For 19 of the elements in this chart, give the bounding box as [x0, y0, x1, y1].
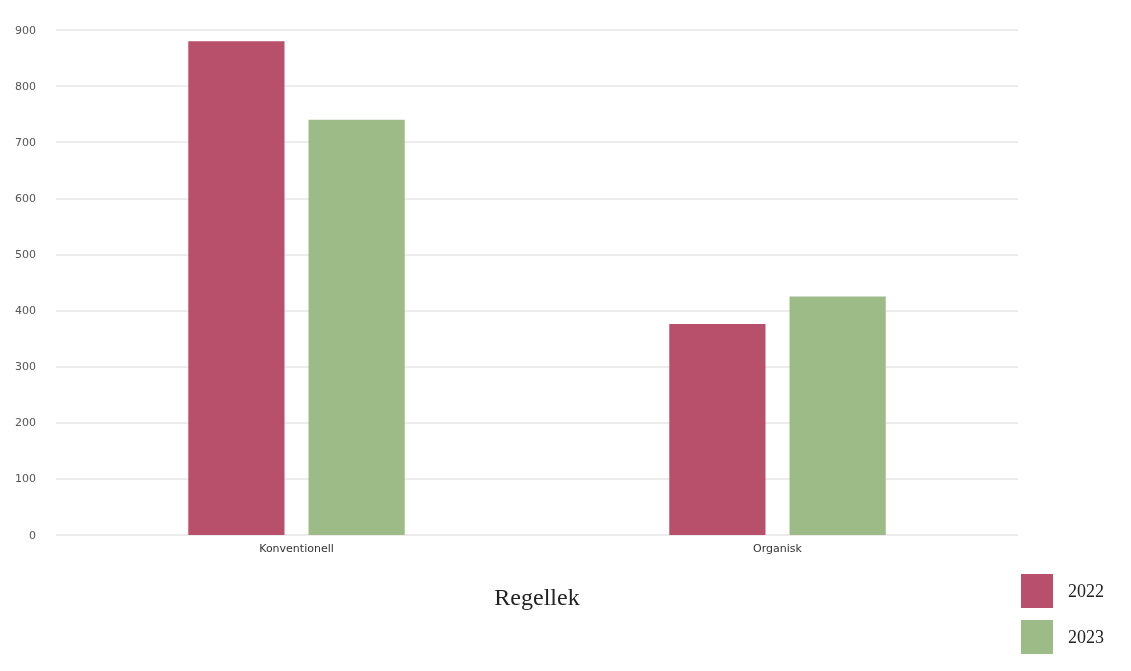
y-tick-label: 0 — [29, 528, 36, 542]
x-axis-title: Regellek — [494, 584, 580, 610]
bar — [669, 324, 766, 535]
y-tick-label: 700 — [15, 135, 36, 149]
y-tick-label: 800 — [15, 79, 36, 93]
bar — [188, 41, 285, 535]
legend-label: 2022 — [1068, 581, 1104, 601]
bar — [308, 119, 405, 535]
y-tick-label: 200 — [15, 416, 36, 430]
y-tick-label: 300 — [15, 360, 36, 374]
y-tick-label: 400 — [15, 304, 36, 318]
y-tick-label: 600 — [15, 191, 36, 205]
legend-label: 2023 — [1068, 627, 1104, 647]
y-tick-label: 100 — [15, 472, 36, 486]
x-tick-label: Konventionell — [259, 542, 334, 555]
y-tick-label: 900 — [15, 23, 36, 37]
x-tick-label: Organisk — [753, 542, 803, 555]
y-tick-label: 500 — [15, 247, 36, 261]
bar — [789, 296, 886, 535]
